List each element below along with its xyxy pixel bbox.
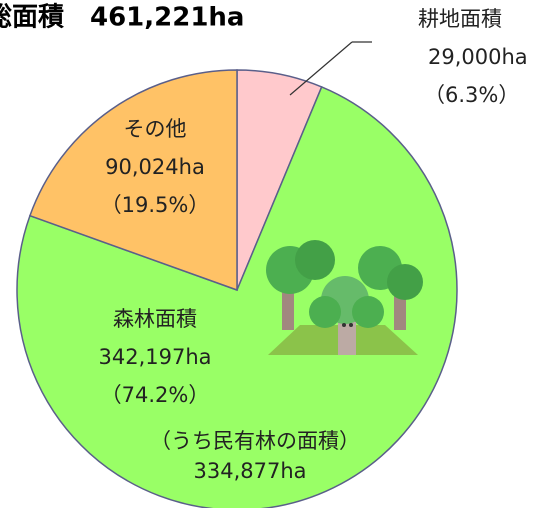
slice-label: 森林面積 xyxy=(113,307,197,331)
percent-label: （19.5%） xyxy=(101,193,210,217)
slice-label: 耕地面積 xyxy=(418,7,502,31)
slice-label: その他 xyxy=(124,117,187,141)
value-label: 29,000ha xyxy=(428,45,528,69)
chart: 総面積 461,221ha 耕地面積 29,000ha （6.3%） 森林面積 342,… xyxy=(0,0,559,508)
percent-label: （74.2%） xyxy=(101,383,210,407)
chart-title: 総面積 461,221ha xyxy=(0,2,244,33)
value-label: 90,024ha xyxy=(105,155,205,179)
note-value: 334,877ha xyxy=(193,459,306,483)
note-label: （うち民有林の面積） xyxy=(150,429,360,453)
percent-label: （6.3%） xyxy=(424,83,519,107)
value-label: 342,197ha xyxy=(98,345,211,369)
